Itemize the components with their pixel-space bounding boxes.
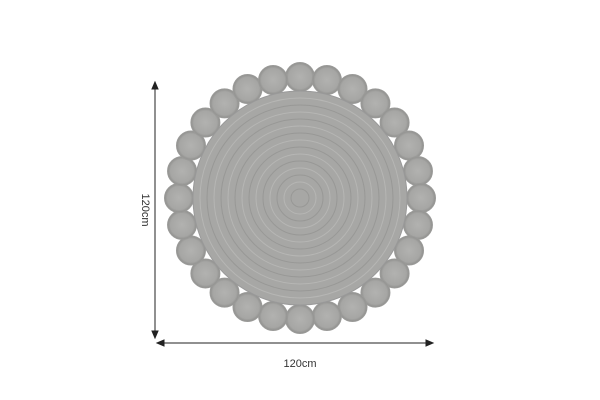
rug-scallop [175, 130, 206, 161]
rug-scallop [167, 209, 198, 240]
rug-scallop [337, 73, 368, 104]
rug-scallop [190, 258, 221, 289]
rug-scallop [337, 292, 368, 323]
rug-scallop [167, 156, 198, 187]
rug-scallop [209, 277, 240, 308]
width-label: 120cm [283, 358, 317, 370]
rug-scallop [285, 62, 315, 92]
rug-scallop [311, 300, 342, 331]
height-arrow [151, 80, 159, 340]
height-label: 120cm [139, 193, 151, 227]
rug-scallop [402, 209, 433, 240]
rug-braid-ring [276, 174, 324, 222]
rug-scallop [311, 65, 342, 96]
rug-scallop [379, 258, 410, 289]
rug-scallop [258, 300, 289, 331]
rug-scallop [360, 277, 391, 308]
rug-scallop [406, 183, 436, 213]
rug-braid-ring [213, 111, 387, 285]
rug-scallop [394, 235, 425, 266]
rug-braid-ring [269, 167, 331, 229]
rug-scallop [232, 73, 263, 104]
rug-braid-ring [234, 132, 366, 264]
rug-scallop [164, 183, 194, 213]
rug-braid-ring [255, 153, 345, 243]
rug-scallop [209, 88, 240, 119]
rug-scallop [360, 88, 391, 119]
rug-scallop [258, 65, 289, 96]
rug-scallop [175, 235, 206, 266]
rug-braid-ring [206, 104, 394, 292]
rug-scallop [285, 304, 315, 334]
rug-braid-ring [262, 160, 338, 236]
rug-scallop [402, 156, 433, 187]
rug-scallop [379, 107, 410, 138]
rug-scallop [190, 107, 221, 138]
rug-braid-ring [227, 125, 373, 271]
rug-braid-ring [248, 146, 352, 250]
rug-braid-ring [241, 139, 359, 257]
rug-braid-ring [290, 188, 310, 208]
rug-braid-ring [220, 118, 380, 278]
rug-image [164, 62, 436, 334]
rug-braid-ring [199, 97, 401, 299]
rug-braid-ring [283, 181, 317, 215]
rug-scallop [232, 292, 263, 323]
rug-center-disc [192, 90, 408, 306]
width-arrow [155, 339, 435, 347]
rug-scallop [394, 130, 425, 161]
